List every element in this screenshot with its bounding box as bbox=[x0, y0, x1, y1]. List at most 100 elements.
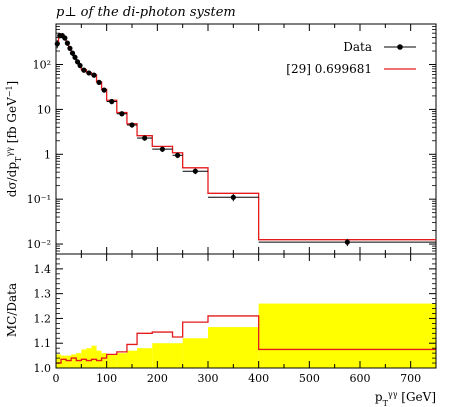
ratio-band-bin bbox=[96, 350, 102, 368]
ratio-band-bin bbox=[182, 338, 208, 368]
data-point bbox=[62, 35, 68, 41]
ratio-band-bin bbox=[106, 354, 117, 368]
main-x-ticks bbox=[55, 24, 437, 254]
ratio-band-bin bbox=[66, 355, 72, 368]
chart-title: p⊥ of the di-photon system bbox=[56, 5, 236, 20]
data-point-marker bbox=[81, 67, 87, 73]
ratio-y-tick-label: 1.2 bbox=[34, 312, 52, 325]
legend-mc-label: [29] 0.699681 bbox=[286, 62, 372, 76]
ratio-band-bin bbox=[61, 355, 67, 368]
main-y-tick-label: 10⁻² bbox=[27, 238, 51, 251]
data-point-marker bbox=[344, 239, 350, 245]
data-points bbox=[54, 33, 436, 247]
data-point-marker bbox=[230, 194, 236, 200]
x-tick-label: 0 bbox=[53, 372, 60, 385]
data-point bbox=[74, 59, 81, 65]
data-point-marker bbox=[119, 111, 125, 117]
main-y-tick-label: 10⁻¹ bbox=[27, 193, 51, 206]
main-y-ticks: 10⁻² 10⁻¹ 1 10 10² bbox=[27, 23, 436, 255]
data-point bbox=[67, 45, 73, 52]
data-point bbox=[72, 54, 78, 61]
ratio-band-bin bbox=[116, 353, 127, 368]
data-point-marker bbox=[77, 62, 83, 69]
data-point bbox=[172, 152, 183, 159]
data-point bbox=[77, 62, 83, 69]
data-point-marker bbox=[64, 40, 70, 46]
ratio-panel: 1.0 1.1 1.2 1.3 1.4 0 100 200 300 400 500 600 700 M… bbox=[5, 253, 437, 407]
data-point-marker bbox=[129, 122, 135, 128]
data-point bbox=[116, 111, 127, 117]
x-tick-label: 700 bbox=[400, 372, 421, 385]
ratio-band-bin bbox=[56, 354, 62, 368]
ratio-x-ticks: 0 100 200 300 400 500 600 700 bbox=[53, 254, 437, 385]
main-y-axis-label: dσ/dpTγγ [fb GeV−1] bbox=[5, 81, 23, 197]
data-point-marker bbox=[109, 98, 115, 105]
data-point-marker bbox=[72, 54, 78, 60]
ratio-band-bin bbox=[101, 353, 107, 368]
mc-line bbox=[56, 34, 436, 241]
data-point bbox=[96, 79, 102, 85]
ratio-band-bin bbox=[152, 343, 173, 368]
main-y-tick-label: 1 bbox=[44, 148, 51, 161]
ratio-band-bin bbox=[172, 343, 183, 368]
main-panel: 10⁻² 10⁻¹ 1 10 10² dσ/dpTγγ [fb GeV−1] Data … bbox=[5, 23, 437, 255]
ratio-band-bin bbox=[258, 303, 436, 368]
data-point bbox=[182, 168, 208, 175]
ratio-line bbox=[56, 315, 436, 364]
data-point-marker bbox=[62, 35, 68, 41]
x-axis-label: pTγγ [GeV] bbox=[375, 390, 436, 407]
ratio-band-bin bbox=[208, 327, 259, 368]
data-point bbox=[106, 98, 117, 105]
data-point bbox=[54, 40, 60, 49]
mc-histogram bbox=[56, 34, 436, 241]
data-point bbox=[64, 40, 70, 46]
data-point-marker bbox=[192, 168, 198, 174]
data-point-marker bbox=[96, 79, 102, 85]
data-point-marker bbox=[67, 45, 73, 51]
ratio-y-ticks: 1.0 1.1 1.2 1.3 1.4 bbox=[34, 258, 436, 375]
ratio-y-axis-label: MC/Data bbox=[5, 283, 19, 337]
ratio-band-bin bbox=[137, 348, 153, 368]
data-point bbox=[208, 194, 259, 202]
data-point bbox=[69, 50, 76, 56]
data-point-marker bbox=[86, 70, 92, 76]
ratio-y-tick-label: 1.3 bbox=[34, 288, 52, 301]
legend-data-label: Data bbox=[343, 40, 372, 54]
main-y-tick-label: 10² bbox=[33, 59, 51, 72]
data-point-marker bbox=[54, 41, 60, 47]
data-point-marker bbox=[69, 50, 76, 56]
ratio-band-bin bbox=[71, 354, 77, 368]
ratio-band-bin bbox=[91, 345, 97, 368]
data-point bbox=[101, 87, 107, 93]
ratio-band-bin bbox=[126, 350, 138, 368]
data-point bbox=[137, 135, 153, 141]
ratio-plot-frame bbox=[55, 253, 437, 369]
ratio-uncertainty-band bbox=[56, 303, 436, 368]
data-point bbox=[91, 72, 97, 78]
x-tick-label: 500 bbox=[299, 372, 320, 385]
ratio-y-tick-label: 1.1 bbox=[34, 337, 52, 350]
data-point bbox=[126, 122, 138, 128]
data-point-marker bbox=[142, 135, 148, 141]
data-point-marker bbox=[175, 152, 181, 158]
ratio-y-tick-label: 1.0 bbox=[34, 362, 52, 375]
ratio-histogram bbox=[56, 315, 436, 364]
data-point-marker bbox=[91, 72, 97, 78]
x-tick-label: 600 bbox=[350, 372, 371, 385]
data-point bbox=[258, 238, 436, 247]
data-point-marker bbox=[101, 87, 107, 93]
data-point-marker bbox=[74, 59, 81, 65]
x-tick-label: 400 bbox=[248, 372, 269, 385]
main-plot-frame bbox=[55, 23, 437, 255]
data-point bbox=[86, 70, 92, 76]
x-tick-label: 200 bbox=[147, 372, 168, 385]
ratio-band-bin bbox=[86, 348, 92, 368]
data-point-marker bbox=[159, 146, 165, 152]
ratio-y-tick-label: 1.4 bbox=[34, 263, 52, 276]
main-y-tick-label: 10 bbox=[37, 103, 51, 116]
data-point bbox=[81, 67, 87, 73]
x-tick-label: 100 bbox=[96, 372, 117, 385]
data-point bbox=[152, 146, 173, 153]
x-tick-label: 300 bbox=[198, 372, 219, 385]
